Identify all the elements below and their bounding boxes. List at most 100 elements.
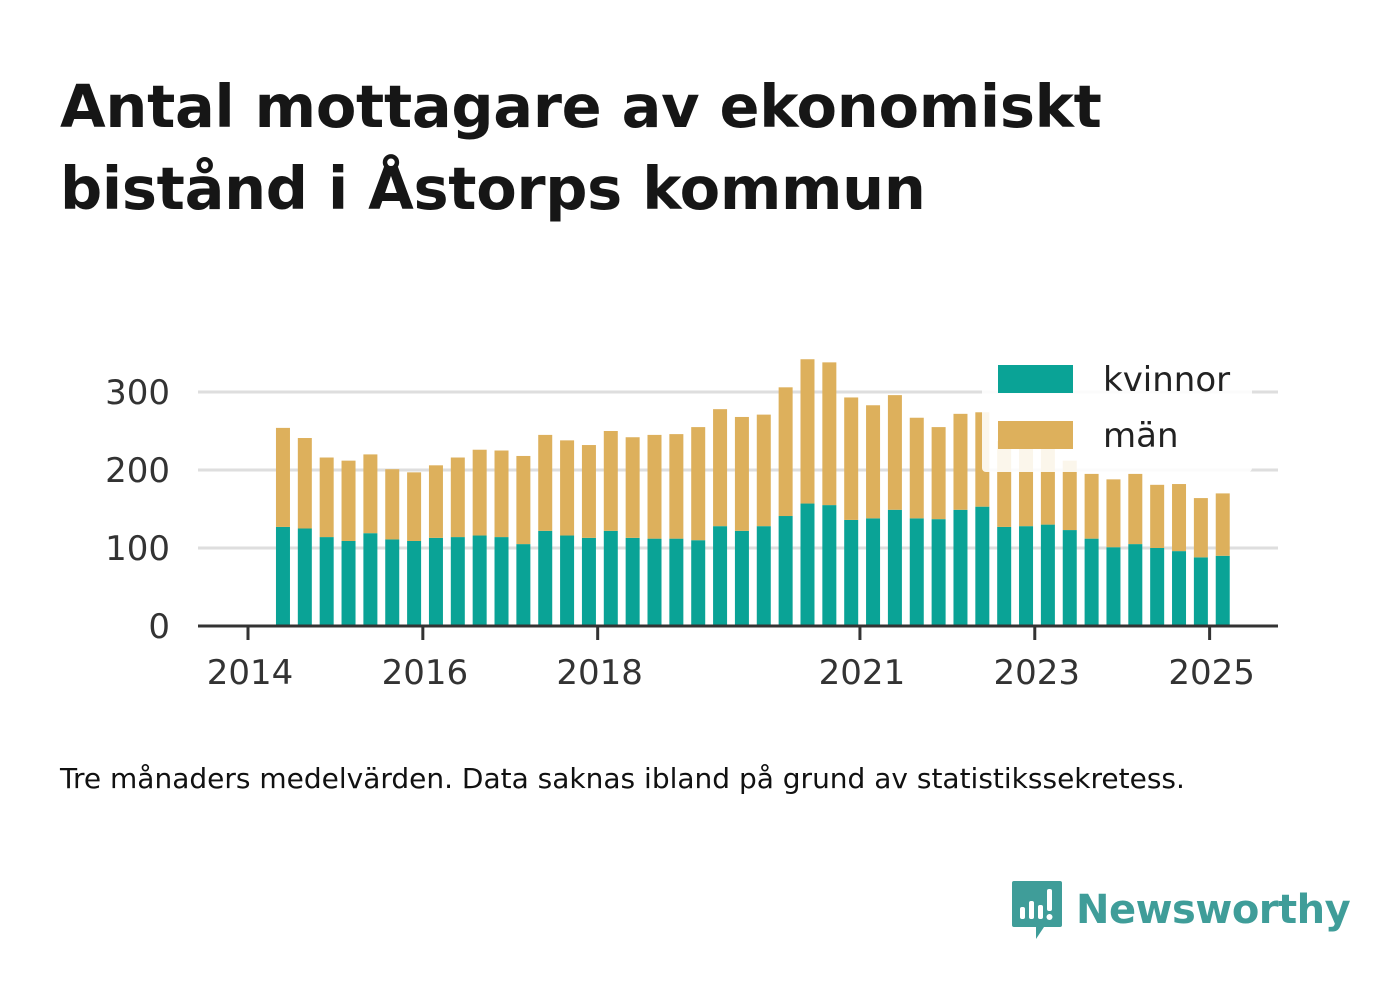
bar-man xyxy=(428,465,443,538)
x-tick-label: 2023 xyxy=(994,653,1081,693)
x-tick-label: 2018 xyxy=(556,653,643,693)
y-axis: 0 100 200 300 xyxy=(105,373,170,647)
bar-man xyxy=(275,427,290,527)
y-tick-label: 300 xyxy=(105,373,170,413)
bar-man xyxy=(603,431,618,531)
bar-man xyxy=(341,460,356,541)
bar-man xyxy=(407,472,422,541)
legend-swatch xyxy=(998,365,1073,393)
bar-man xyxy=(297,438,312,529)
bar-kvinnor xyxy=(1193,557,1208,626)
bar-kvinnor xyxy=(560,535,575,626)
bar-man xyxy=(756,414,771,527)
bar-kvinnor xyxy=(734,530,749,626)
bar-man xyxy=(319,457,334,538)
bar-man xyxy=(953,413,968,510)
x-axis: 2014 2016 2018 2021 2023 2025 xyxy=(198,624,1278,693)
bar-man xyxy=(385,469,400,540)
bar-man xyxy=(931,427,946,520)
bar-kvinnor xyxy=(647,538,662,626)
bar-kvinnor xyxy=(625,537,640,626)
bar-kvinnor xyxy=(297,528,312,626)
bar-kvinnor xyxy=(1019,526,1034,626)
legend: kvinnor män xyxy=(982,350,1252,472)
footnote: Tre månaders medelvärden. Data saknas ib… xyxy=(60,762,1185,795)
bar-kvinnor xyxy=(341,540,356,626)
bar-kvinnor xyxy=(1128,544,1143,626)
bar-kvinnor xyxy=(1084,538,1099,626)
bar-kvinnor xyxy=(450,537,465,626)
x-tick-label: 2021 xyxy=(819,653,906,693)
chart-title: Antal mottagare av ekonomiskt bistånd i … xyxy=(60,72,1102,223)
bar-man xyxy=(1215,493,1230,556)
bar-man xyxy=(822,362,837,506)
bar-kvinnor xyxy=(363,533,378,626)
bar-kvinnor xyxy=(1106,547,1121,626)
bar-kvinnor xyxy=(275,526,290,626)
bar-kvinnor xyxy=(1172,551,1187,626)
bar-kvinnor xyxy=(909,518,924,626)
bar-man xyxy=(778,387,793,517)
bar-man xyxy=(1150,484,1165,548)
bar-kvinnor xyxy=(407,540,422,626)
x-tick-label: 2025 xyxy=(1168,653,1255,693)
bar-man xyxy=(450,457,465,538)
bar-kvinnor xyxy=(778,516,793,626)
bar-man xyxy=(1172,484,1187,552)
y-tick-label: 200 xyxy=(105,451,170,491)
legend-swatch xyxy=(998,421,1073,449)
bar-kvinnor xyxy=(844,519,859,626)
bar-man xyxy=(494,450,509,538)
bar-kvinnor xyxy=(822,505,837,626)
bar-man xyxy=(691,427,706,541)
bar-man xyxy=(516,455,531,545)
x-tick-label: 2014 xyxy=(207,653,294,693)
bar-kvinnor xyxy=(1215,555,1230,626)
stacked-bar-chart: 0 100 200 300 2014 2016 2018 2021 2023 2025 kvin… xyxy=(105,350,1278,693)
bar-man xyxy=(560,440,575,536)
bar-man xyxy=(1193,498,1208,558)
bar-kvinnor xyxy=(713,526,728,626)
legend-label: män xyxy=(1103,416,1179,456)
bar-man xyxy=(866,405,881,519)
bar-man xyxy=(844,397,859,520)
bar-man xyxy=(647,434,662,539)
bar-kvinnor xyxy=(1062,530,1077,626)
brand-logo: Newsworthy xyxy=(1010,878,1351,942)
bar-man xyxy=(1106,479,1121,548)
bar-kvinnor xyxy=(975,506,990,626)
y-tick-label: 0 xyxy=(148,607,170,647)
bar-kvinnor xyxy=(385,539,400,626)
bar-man xyxy=(669,434,684,539)
bars xyxy=(275,359,1230,626)
bar-kvinnor xyxy=(603,530,618,626)
bar-man xyxy=(800,359,815,504)
bar-man xyxy=(363,454,378,534)
bar-man xyxy=(909,417,924,519)
bar-kvinnor xyxy=(319,537,334,626)
y-tick-label: 100 xyxy=(105,529,170,569)
bar-kvinnor xyxy=(516,544,531,626)
x-tick-label: 2016 xyxy=(382,653,469,693)
bar-kvinnor xyxy=(691,540,706,626)
legend-label: kvinnor xyxy=(1103,360,1230,400)
brand-name: Newsworthy xyxy=(1076,887,1351,933)
bar-kvinnor xyxy=(953,509,968,626)
bar-man xyxy=(734,416,749,531)
bar-man xyxy=(1128,473,1143,545)
bar-kvinnor xyxy=(1040,524,1055,626)
bar-man xyxy=(1084,473,1099,539)
bar-kvinnor xyxy=(887,509,902,626)
bar-kvinnor xyxy=(997,526,1012,626)
bar-man xyxy=(581,445,596,538)
bar-kvinnor xyxy=(866,518,881,626)
bar-kvinnor xyxy=(931,519,946,626)
bar-kvinnor xyxy=(428,537,443,626)
bar-man xyxy=(1062,460,1077,531)
bar-man xyxy=(538,434,553,531)
bar-kvinnor xyxy=(494,537,509,626)
bar-kvinnor xyxy=(800,503,815,626)
bar-man xyxy=(625,437,640,538)
newsworthy-logo-icon xyxy=(1012,881,1062,939)
bar-man xyxy=(713,409,728,527)
